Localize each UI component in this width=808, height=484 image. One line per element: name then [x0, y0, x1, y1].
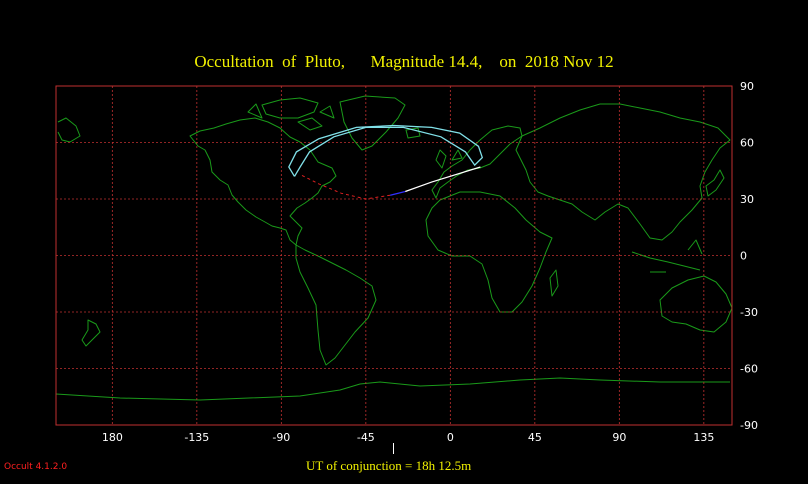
latitude-tick-label: -30: [740, 306, 758, 319]
longitude-tick-label: -45: [357, 431, 375, 444]
latitude-tick-label: -60: [740, 363, 758, 376]
lat-lon-grid: [56, 86, 732, 425]
map-title: Occultation of Pluto, Magnitude 14.4, on…: [194, 52, 614, 71]
longitude-tick-label: -135: [184, 431, 209, 444]
latitude-tick-label: 90: [740, 80, 754, 93]
longitude-tick-label: 0: [447, 431, 454, 444]
ut-conjunction-label: UT of conjunction = 18h 12.5m: [306, 458, 472, 473]
map-frame: [55, 85, 733, 426]
longitude-tick-label: 135: [693, 431, 714, 444]
central-line-day: [405, 166, 481, 193]
latitude-tick-label: 30: [740, 193, 754, 206]
north-america-coastline: [189, 117, 337, 246]
conjunction-marker: [393, 443, 394, 454]
longitude-tick-label: 90: [612, 431, 626, 444]
central-line-invisible: [299, 174, 391, 200]
new-zealand-coastline: [81, 319, 101, 347]
south-america-coastline: [295, 244, 377, 366]
longitude-tick-label: -90: [272, 431, 290, 444]
map-border: [55, 85, 733, 426]
australia-coastline: [659, 275, 733, 333]
madagascar-coastline: [549, 269, 559, 297]
africa-coastline: [425, 191, 553, 313]
indonesia-coastline: [631, 239, 703, 273]
longitude-tick-label: 180: [102, 431, 123, 444]
latitude-tick-label: 60: [740, 137, 754, 150]
occultation-path: [288, 124, 484, 200]
path-limit-outline: [288, 124, 484, 177]
software-version: Occult 4.1.2.0: [4, 462, 68, 472]
uk-coastline: [435, 149, 447, 169]
coastlines: [55, 95, 733, 401]
arctic-islands-coastline: [247, 97, 335, 131]
axis-tick-labels: 180 -135 -90 -45 0 45 90 135 90 60 30 0 -30 -60 -90: [102, 80, 758, 444]
latitude-tick-label: 0: [740, 250, 747, 263]
asia-coastline: [515, 103, 731, 241]
iceland-coastline: [405, 127, 421, 139]
latitude-tick-label: -90: [740, 419, 758, 432]
chukotka-coastline: [57, 117, 81, 143]
antarctica-coastline: [55, 377, 730, 401]
longitude-tick-label: 45: [528, 431, 542, 444]
central-line-night: [390, 190, 406, 196]
greenland-coastline: [339, 95, 406, 151]
japan-coastline: [705, 169, 725, 197]
